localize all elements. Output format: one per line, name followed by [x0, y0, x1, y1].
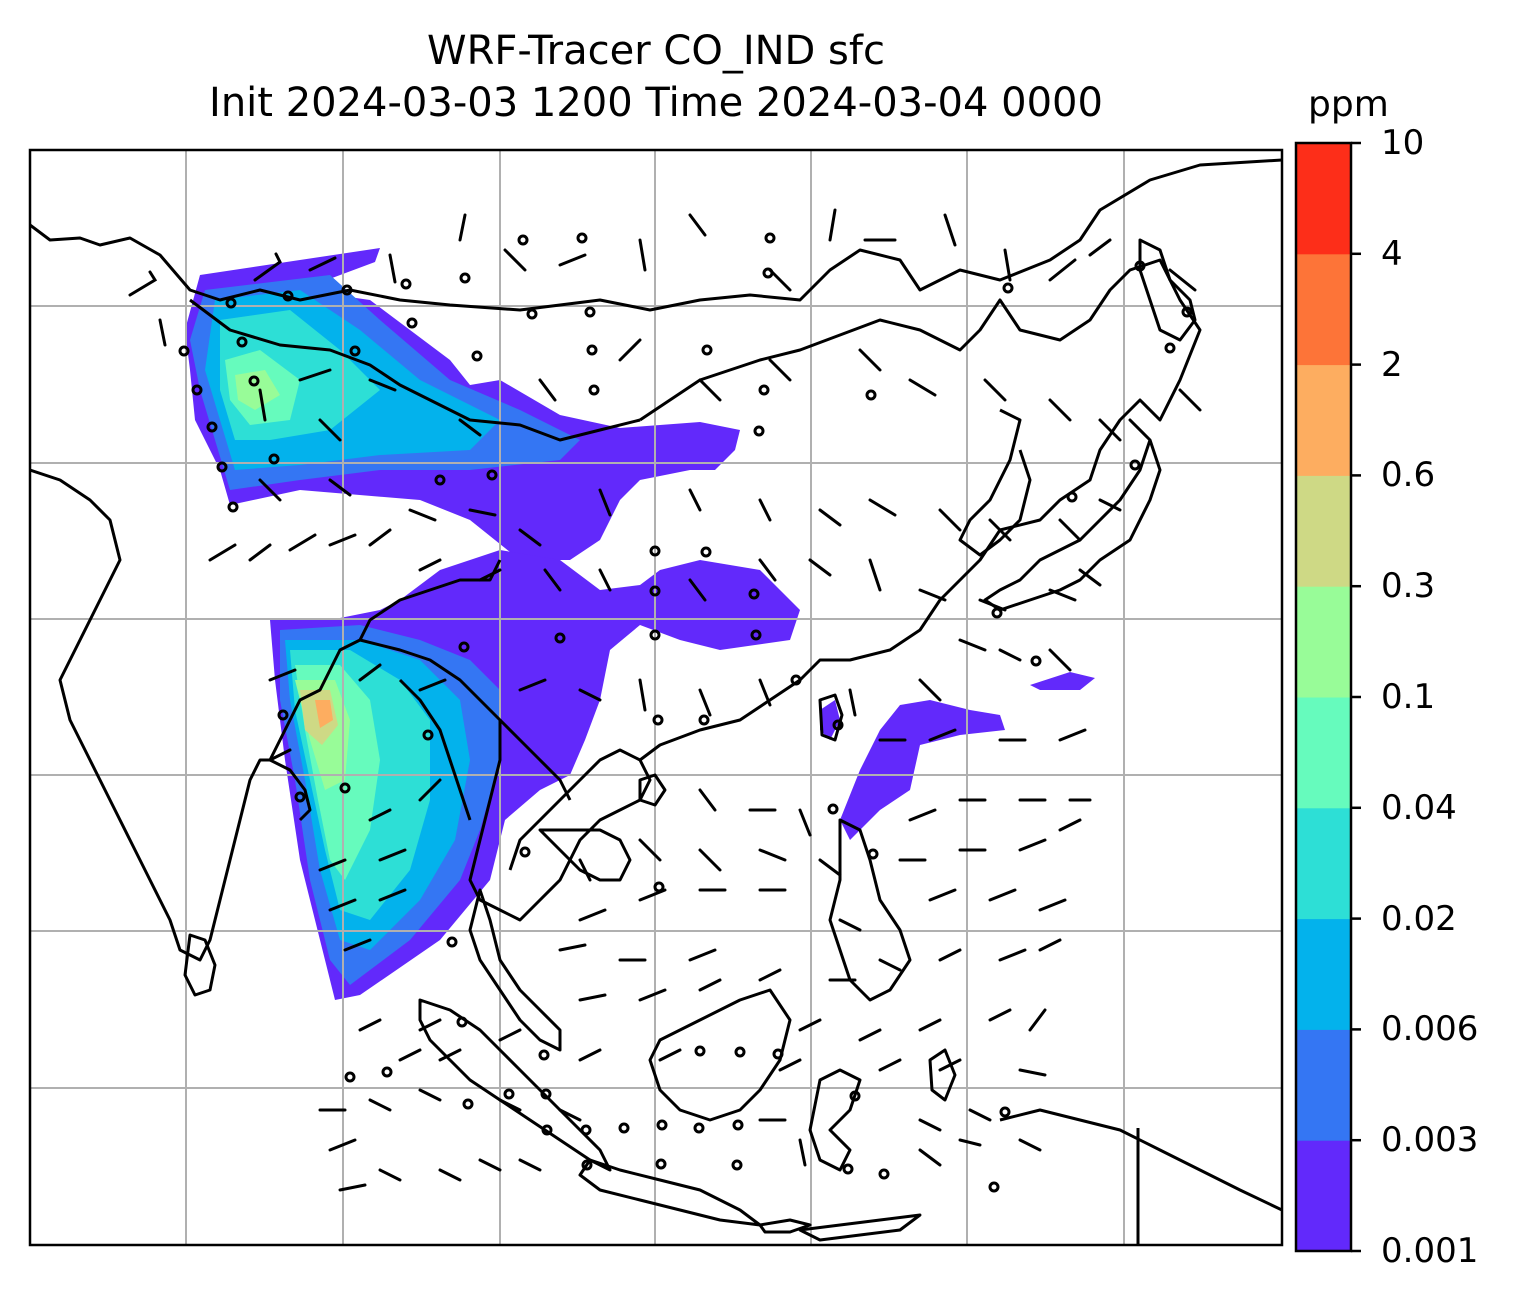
- border-china-myanmar: [358, 559, 502, 641]
- coast-timor: [798, 1213, 922, 1242]
- coast-korea: [958, 408, 1032, 557]
- coast-sumatra: [418, 998, 612, 1172]
- coast-himalaya-border: [189, 298, 641, 442]
- tracer-shading: [185, 248, 1095, 1000]
- colorbar-tick-label-5: 0.1: [1381, 677, 1436, 717]
- colorbar: [1296, 141, 1361, 1253]
- coast-maluku: [928, 1048, 957, 1102]
- map-frame: [28, 148, 1284, 1247]
- plume-east-level1: [1030, 672, 1095, 690]
- coast-bangladesh: [269, 758, 312, 822]
- wind-barbs: [128, 208, 1202, 1192]
- coast-india: [30, 468, 361, 962]
- colorbar-tick-label-8: 2: [1381, 344, 1403, 385]
- coast-japan: [983, 418, 1162, 612]
- colorbar-segment-1: [1296, 1029, 1351, 1141]
- plume-north-level6: [235, 370, 280, 410]
- map-plot-area: [30, 150, 1282, 1245]
- colorbar-frame: [1294, 141, 1353, 1253]
- plume-pacific-level1: [840, 700, 1005, 840]
- colorbar-segment-2: [1296, 918, 1351, 1030]
- coast-indochina: [359, 638, 652, 922]
- colorbar-segment-6: [1296, 475, 1351, 587]
- colorbar-segment-7: [1296, 364, 1351, 476]
- colorbar-segment-9: [1296, 143, 1351, 255]
- coast-philippines: [828, 818, 912, 1002]
- colorbar-tick-label-10: 10: [1381, 123, 1425, 163]
- coast-sulawesi: [808, 1068, 862, 1172]
- colorbar-segment-3: [1296, 807, 1351, 920]
- colorbar-segment-5: [1296, 586, 1351, 698]
- coast-gulf-siam: [538, 828, 632, 882]
- coast-java: [578, 1158, 762, 1227]
- colorbar-tick-label-6: 0.3: [1381, 566, 1436, 607]
- colorbar-tick-label-7: 0.6: [1381, 455, 1436, 496]
- plume-central-level8: [315, 700, 333, 728]
- calm-wind-markers: [178, 232, 1193, 1193]
- colorbar-unit-label: ppm: [1308, 84, 1389, 125]
- coast-hainan: [638, 773, 667, 807]
- colorbar-segment-8: [1296, 253, 1351, 366]
- colorbar-tick-label-1: 0.003: [1381, 1120, 1479, 1161]
- coastlines: [30, 158, 1282, 1245]
- map-gridlines: [30, 150, 1282, 1245]
- colorbar-tick-label-9: 4: [1381, 233, 1403, 274]
- border-thailand-laos: [398, 678, 472, 821]
- coast-srilanka: [183, 933, 217, 997]
- coast-borneo: [648, 988, 792, 1122]
- coast-china-east: [639, 258, 1202, 762]
- coast-japan-north: [1138, 238, 1197, 342]
- coast-new-guinea: [999, 1108, 1282, 1212]
- plume-taiwan-level1: [820, 700, 840, 740]
- colorbar-segment-0: [1296, 1140, 1351, 1252]
- coast-lesser-sunda: [758, 1218, 812, 1234]
- map-title-line1: WRF-Tracer CO_IND sfc: [427, 28, 885, 74]
- border-vietnam-laos: [498, 718, 572, 801]
- coast-russia-north: [30, 158, 1282, 312]
- colorbar-tick-label-2: 0.006: [1381, 1009, 1479, 1050]
- coast-malay-peninsula: [468, 888, 562, 1052]
- colorbar-tick-label-4: 0.04: [1381, 787, 1457, 828]
- colorbar-tick-label-0: 0.001: [1381, 1231, 1479, 1271]
- map-title-line2: Init 2024-03-03 1200 Time 2024-03-04 000…: [209, 80, 1103, 126]
- colorbar-segment-4: [1296, 697, 1351, 809]
- colorbar-tick-label-3: 0.02: [1381, 898, 1457, 939]
